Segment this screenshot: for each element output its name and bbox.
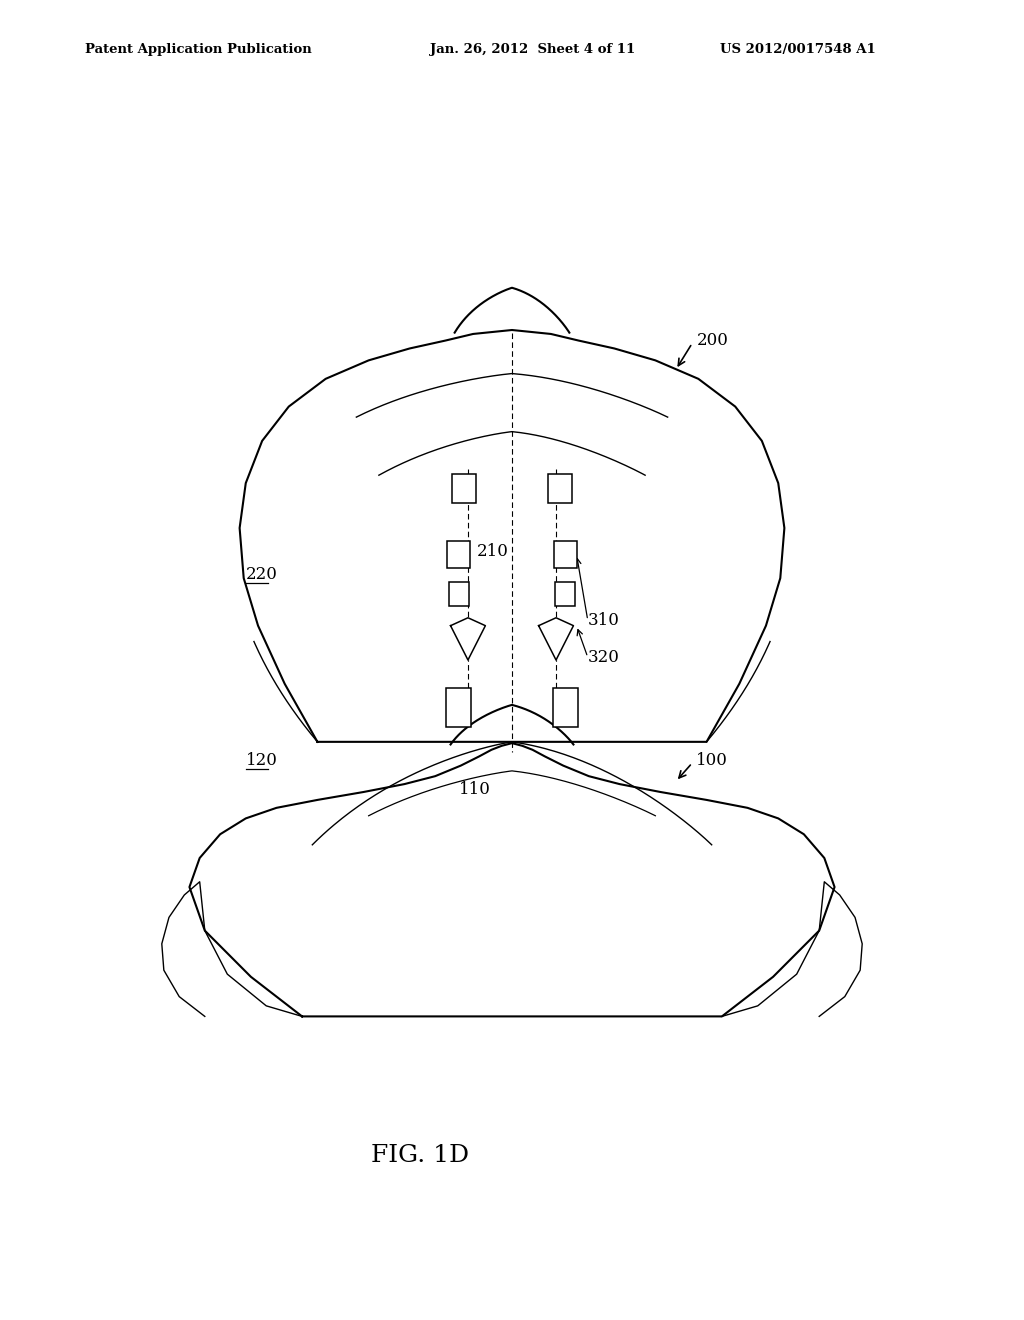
Text: 310: 310 <box>588 612 620 628</box>
Text: 320: 320 <box>588 649 620 665</box>
Text: 210: 210 <box>477 544 509 560</box>
Text: 110: 110 <box>459 781 490 797</box>
Text: 220: 220 <box>246 566 278 582</box>
Polygon shape <box>240 330 784 742</box>
Text: 100: 100 <box>696 752 728 768</box>
Text: FIG. 1D: FIG. 1D <box>371 1143 469 1167</box>
Bar <box>446 688 471 727</box>
Text: Jan. 26, 2012  Sheet 4 of 11: Jan. 26, 2012 Sheet 4 of 11 <box>430 44 635 57</box>
Bar <box>555 582 575 606</box>
Polygon shape <box>451 618 485 660</box>
Bar <box>449 582 469 606</box>
Bar <box>548 474 572 503</box>
Bar <box>554 541 577 568</box>
Text: US 2012/0017548 A1: US 2012/0017548 A1 <box>720 44 876 57</box>
Bar <box>447 541 470 568</box>
Text: Patent Application Publication: Patent Application Publication <box>85 44 311 57</box>
Polygon shape <box>539 618 573 660</box>
Bar <box>553 688 578 727</box>
Text: 120: 120 <box>246 752 278 768</box>
Text: 200: 200 <box>696 333 728 348</box>
Bar <box>452 474 476 503</box>
Polygon shape <box>189 743 835 1016</box>
